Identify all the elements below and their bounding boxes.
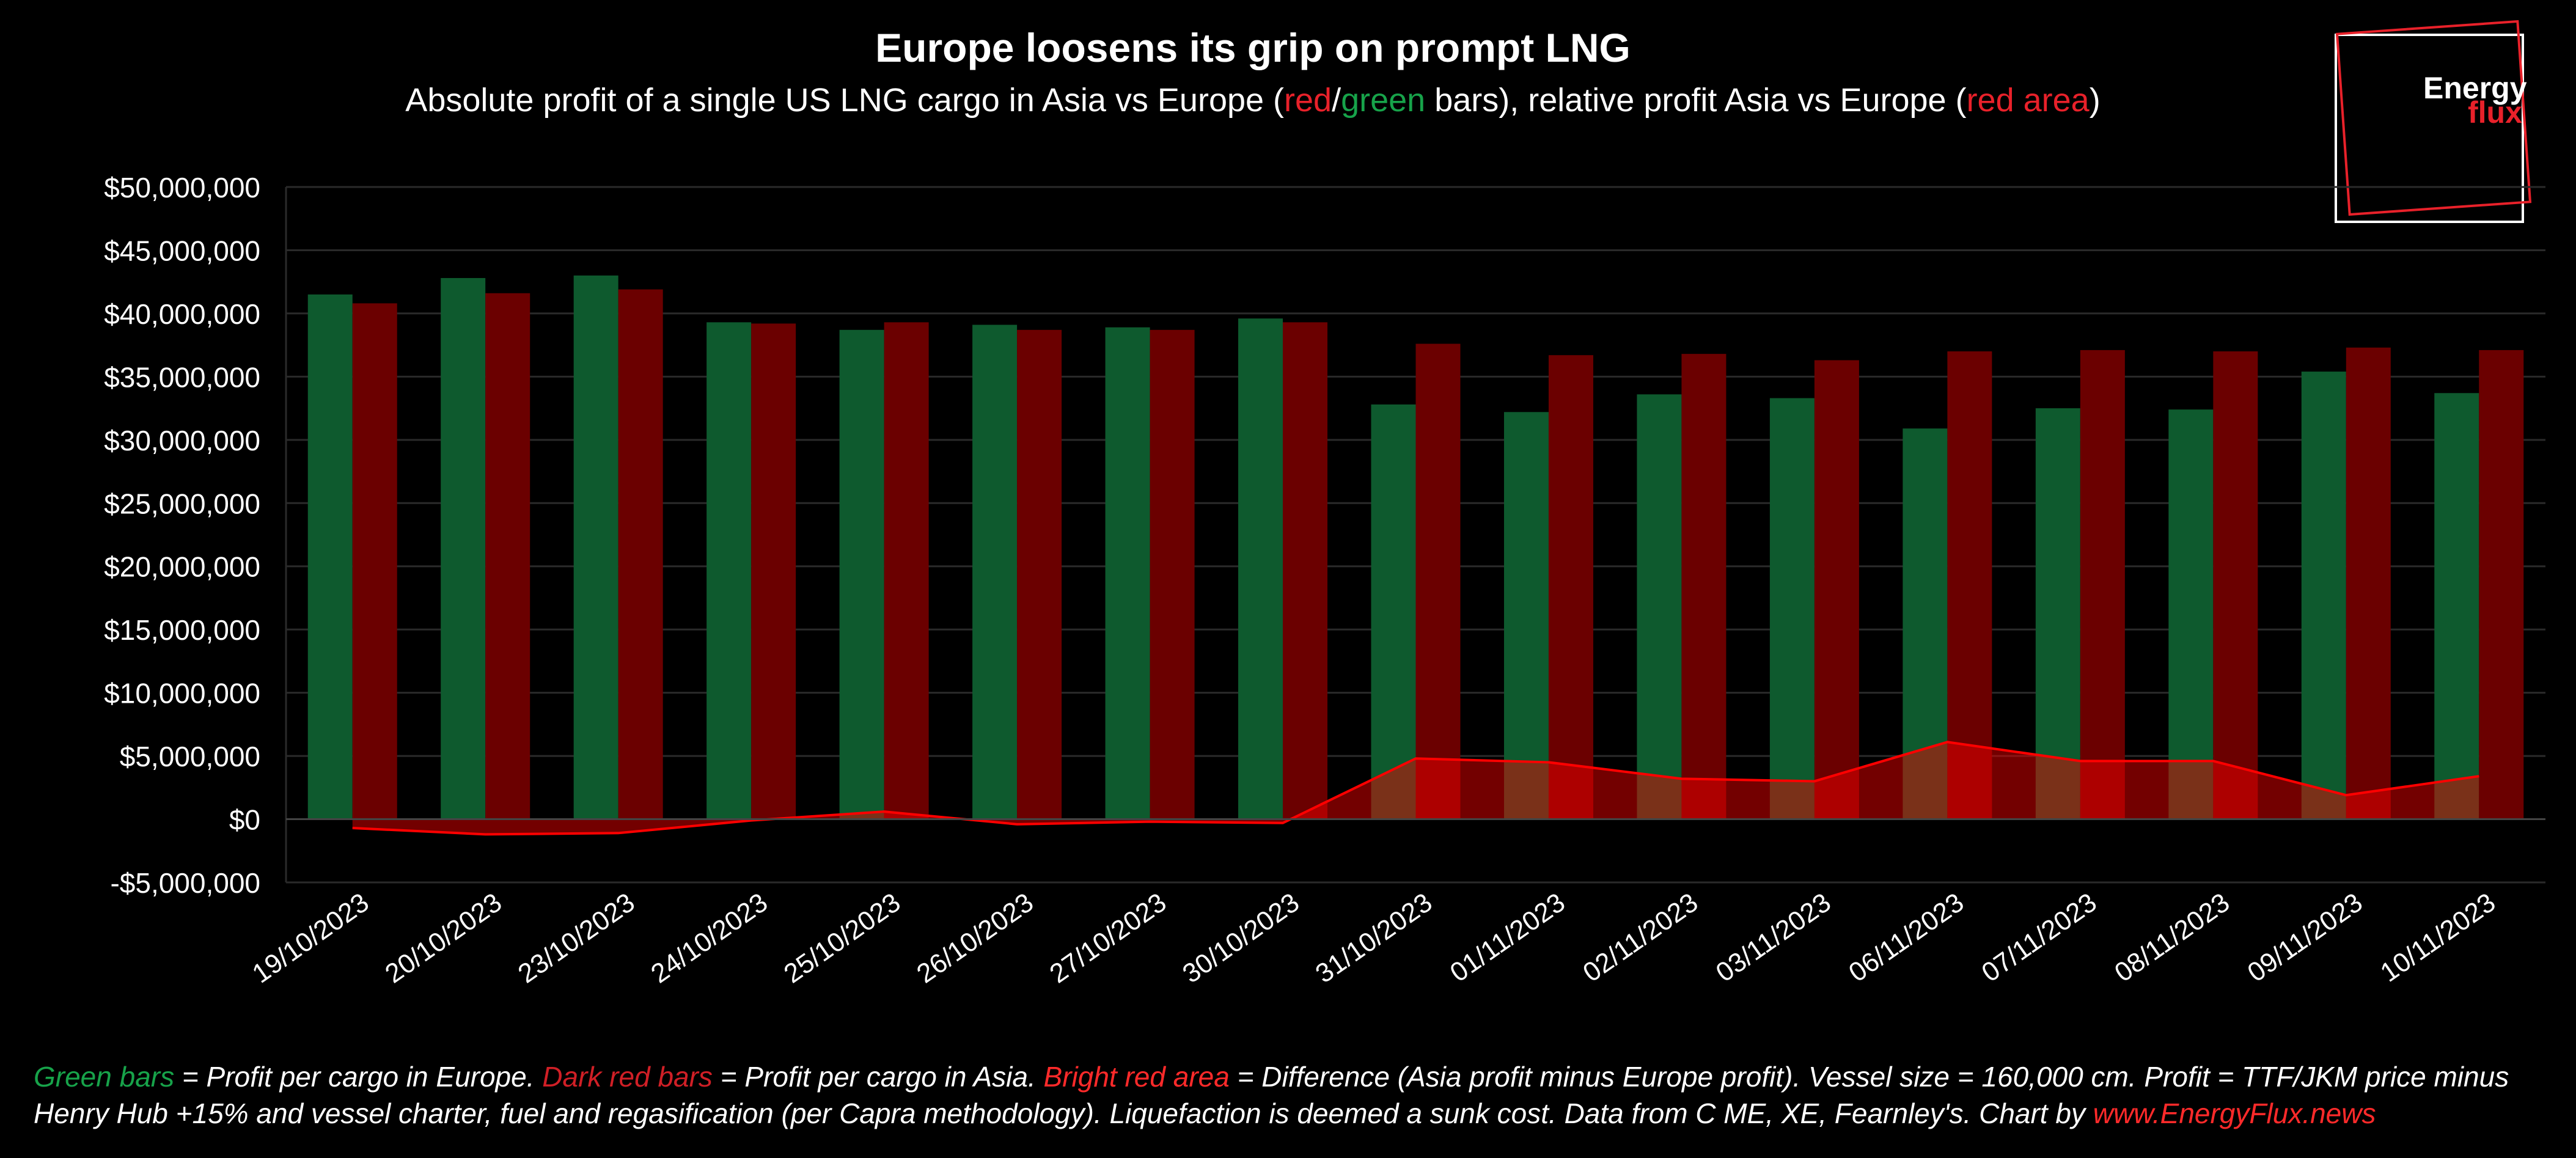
- europe-profit-bar: [972, 324, 1018, 819]
- y-tick-label: $40,000,000: [104, 298, 260, 330]
- europe-profit-bar: [1637, 394, 1682, 819]
- footnote-link[interactable]: www.EnergyFlux.news: [2093, 1098, 2376, 1129]
- asia-profit-bar: [1814, 360, 1859, 819]
- x-tick-label: 10/11/2023: [2375, 887, 2501, 988]
- subtitle-part2: bars), relative profit Asia vs Europe (: [1425, 82, 1967, 119]
- asia-profit-bar: [2213, 351, 2258, 819]
- europe-profit-bar: [1503, 412, 1549, 819]
- difference-area: [352, 742, 2479, 835]
- logo-frame-white: [2335, 34, 2524, 223]
- y-tick-label: $0: [229, 804, 260, 836]
- asia-profit-bar: [1283, 322, 1328, 819]
- y-tick-label: $25,000,000: [104, 488, 260, 519]
- asia-profit-bar: [2080, 350, 2125, 819]
- europe-profit-bar: [1769, 398, 1815, 819]
- y-tick-label: $20,000,000: [104, 551, 260, 583]
- europe-profit-bar: [2301, 372, 2346, 819]
- europe-profit-bar: [1105, 327, 1150, 819]
- footnote-text-1: = Profit per cargo in Europe.: [174, 1061, 543, 1093]
- lng-profit-chart: -$5,000,000 $0 $5,000,000 $10,000,000 $15,00…: [104, 172, 2545, 989]
- x-tick-label: 03/11/2023: [1711, 887, 1837, 988]
- asia-profit-bar: [1017, 329, 1062, 819]
- x-tick-label: 01/11/2023: [1445, 887, 1571, 988]
- asia-profit-bar: [1150, 329, 1195, 819]
- asia-profit-bar: [751, 323, 796, 819]
- y-tick-label: $5,000,000: [120, 741, 260, 772]
- x-tick-label: 27/10/2023: [1044, 887, 1172, 989]
- chart-footnote: Green bars = Profit per cargo in Europe.…: [34, 1058, 2539, 1132]
- y-tick-label: $30,000,000: [104, 425, 260, 456]
- x-tick-label: 24/10/2023: [645, 887, 772, 989]
- europe-profit-bar: [2035, 408, 2080, 819]
- logo-text-energy: Energy: [2423, 71, 2527, 105]
- europe-profit-bar: [1371, 404, 1416, 819]
- europe-profit-bar: [839, 329, 884, 819]
- subtitle-red-area-word: red area: [1966, 82, 2090, 119]
- subtitle-part1: Absolute profit of a single US LNG cargo…: [405, 82, 1285, 119]
- footnote-green-bars-label: Green bars: [34, 1061, 175, 1093]
- y-tick-label: $50,000,000: [104, 172, 260, 203]
- asia-profit-bar: [1681, 354, 1727, 819]
- asia-profit-bar: [884, 322, 929, 819]
- y-tick-label: $15,000,000: [104, 614, 260, 646]
- europe-profit-bar: [307, 294, 353, 819]
- x-tick-label: 26/10/2023: [911, 887, 1038, 989]
- subtitle-slash: /: [1332, 82, 1341, 119]
- asia-profit-bar: [2346, 347, 2391, 819]
- europe-profit-bar: [573, 275, 618, 819]
- asia-profit-bar: [485, 293, 530, 819]
- footnote-bright-red-area-label: Bright red area: [1043, 1061, 1230, 1093]
- chart-title: Europe loosens its grip on prompt LNG: [875, 25, 1631, 70]
- subtitle-green-word: green: [1341, 82, 1426, 119]
- asia-profit-bar: [1947, 351, 1992, 819]
- logo-text-flux: flux: [2468, 95, 2522, 130]
- footnote-text-3: = Difference (Asia profit minus Europe p…: [34, 1061, 2509, 1129]
- asia-profit-bar: [352, 303, 397, 819]
- difference-line: [352, 741, 2479, 836]
- asia-profit-bar: [1415, 343, 1461, 819]
- subtitle-part3: ): [2089, 82, 2101, 119]
- x-tick-label: 30/10/2023: [1177, 887, 1304, 989]
- x-tick-label: 09/11/2023: [2242, 887, 2368, 988]
- europe-profit-bar: [1238, 318, 1283, 819]
- x-tick-label: 31/10/2023: [1310, 887, 1437, 989]
- y-tick-label: $35,000,000: [104, 361, 260, 393]
- y-tick-label: -$5,000,000: [110, 867, 260, 899]
- x-tick-label: 08/11/2023: [2109, 887, 2235, 988]
- x-tick-label: 02/11/2023: [1577, 887, 1703, 988]
- y-tick-label: $45,000,000: [104, 235, 260, 266]
- asia-profit-bar: [2479, 350, 2524, 819]
- x-tick-label: 07/11/2023: [1976, 887, 2102, 988]
- x-tick-label: 23/10/2023: [513, 887, 640, 989]
- asia-profit-bar: [1548, 355, 1593, 819]
- y-tick-label: $10,000,000: [104, 678, 260, 709]
- europe-profit-bar: [2434, 393, 2479, 819]
- chart-subtitle: Absolute profit of a single US LNG cargo…: [0, 81, 2506, 119]
- europe-profit-bar: [441, 277, 486, 819]
- x-tick-label: 20/10/2023: [380, 887, 507, 989]
- footnote-dark-red-bars-label: Dark red bars: [542, 1061, 713, 1093]
- subtitle-red-word: red: [1284, 82, 1332, 119]
- x-tick-label: 06/11/2023: [1843, 887, 1969, 988]
- asia-profit-bar: [618, 289, 663, 819]
- europe-profit-bar: [2168, 409, 2214, 819]
- footnote-text-2: = Profit per cargo in Asia.: [712, 1061, 1044, 1093]
- energyflux-logo: Energy flux: [2335, 20, 2532, 226]
- x-tick-label: 19/10/2023: [247, 887, 374, 989]
- x-tick-label: 25/10/2023: [779, 887, 906, 989]
- europe-profit-bar: [706, 322, 752, 819]
